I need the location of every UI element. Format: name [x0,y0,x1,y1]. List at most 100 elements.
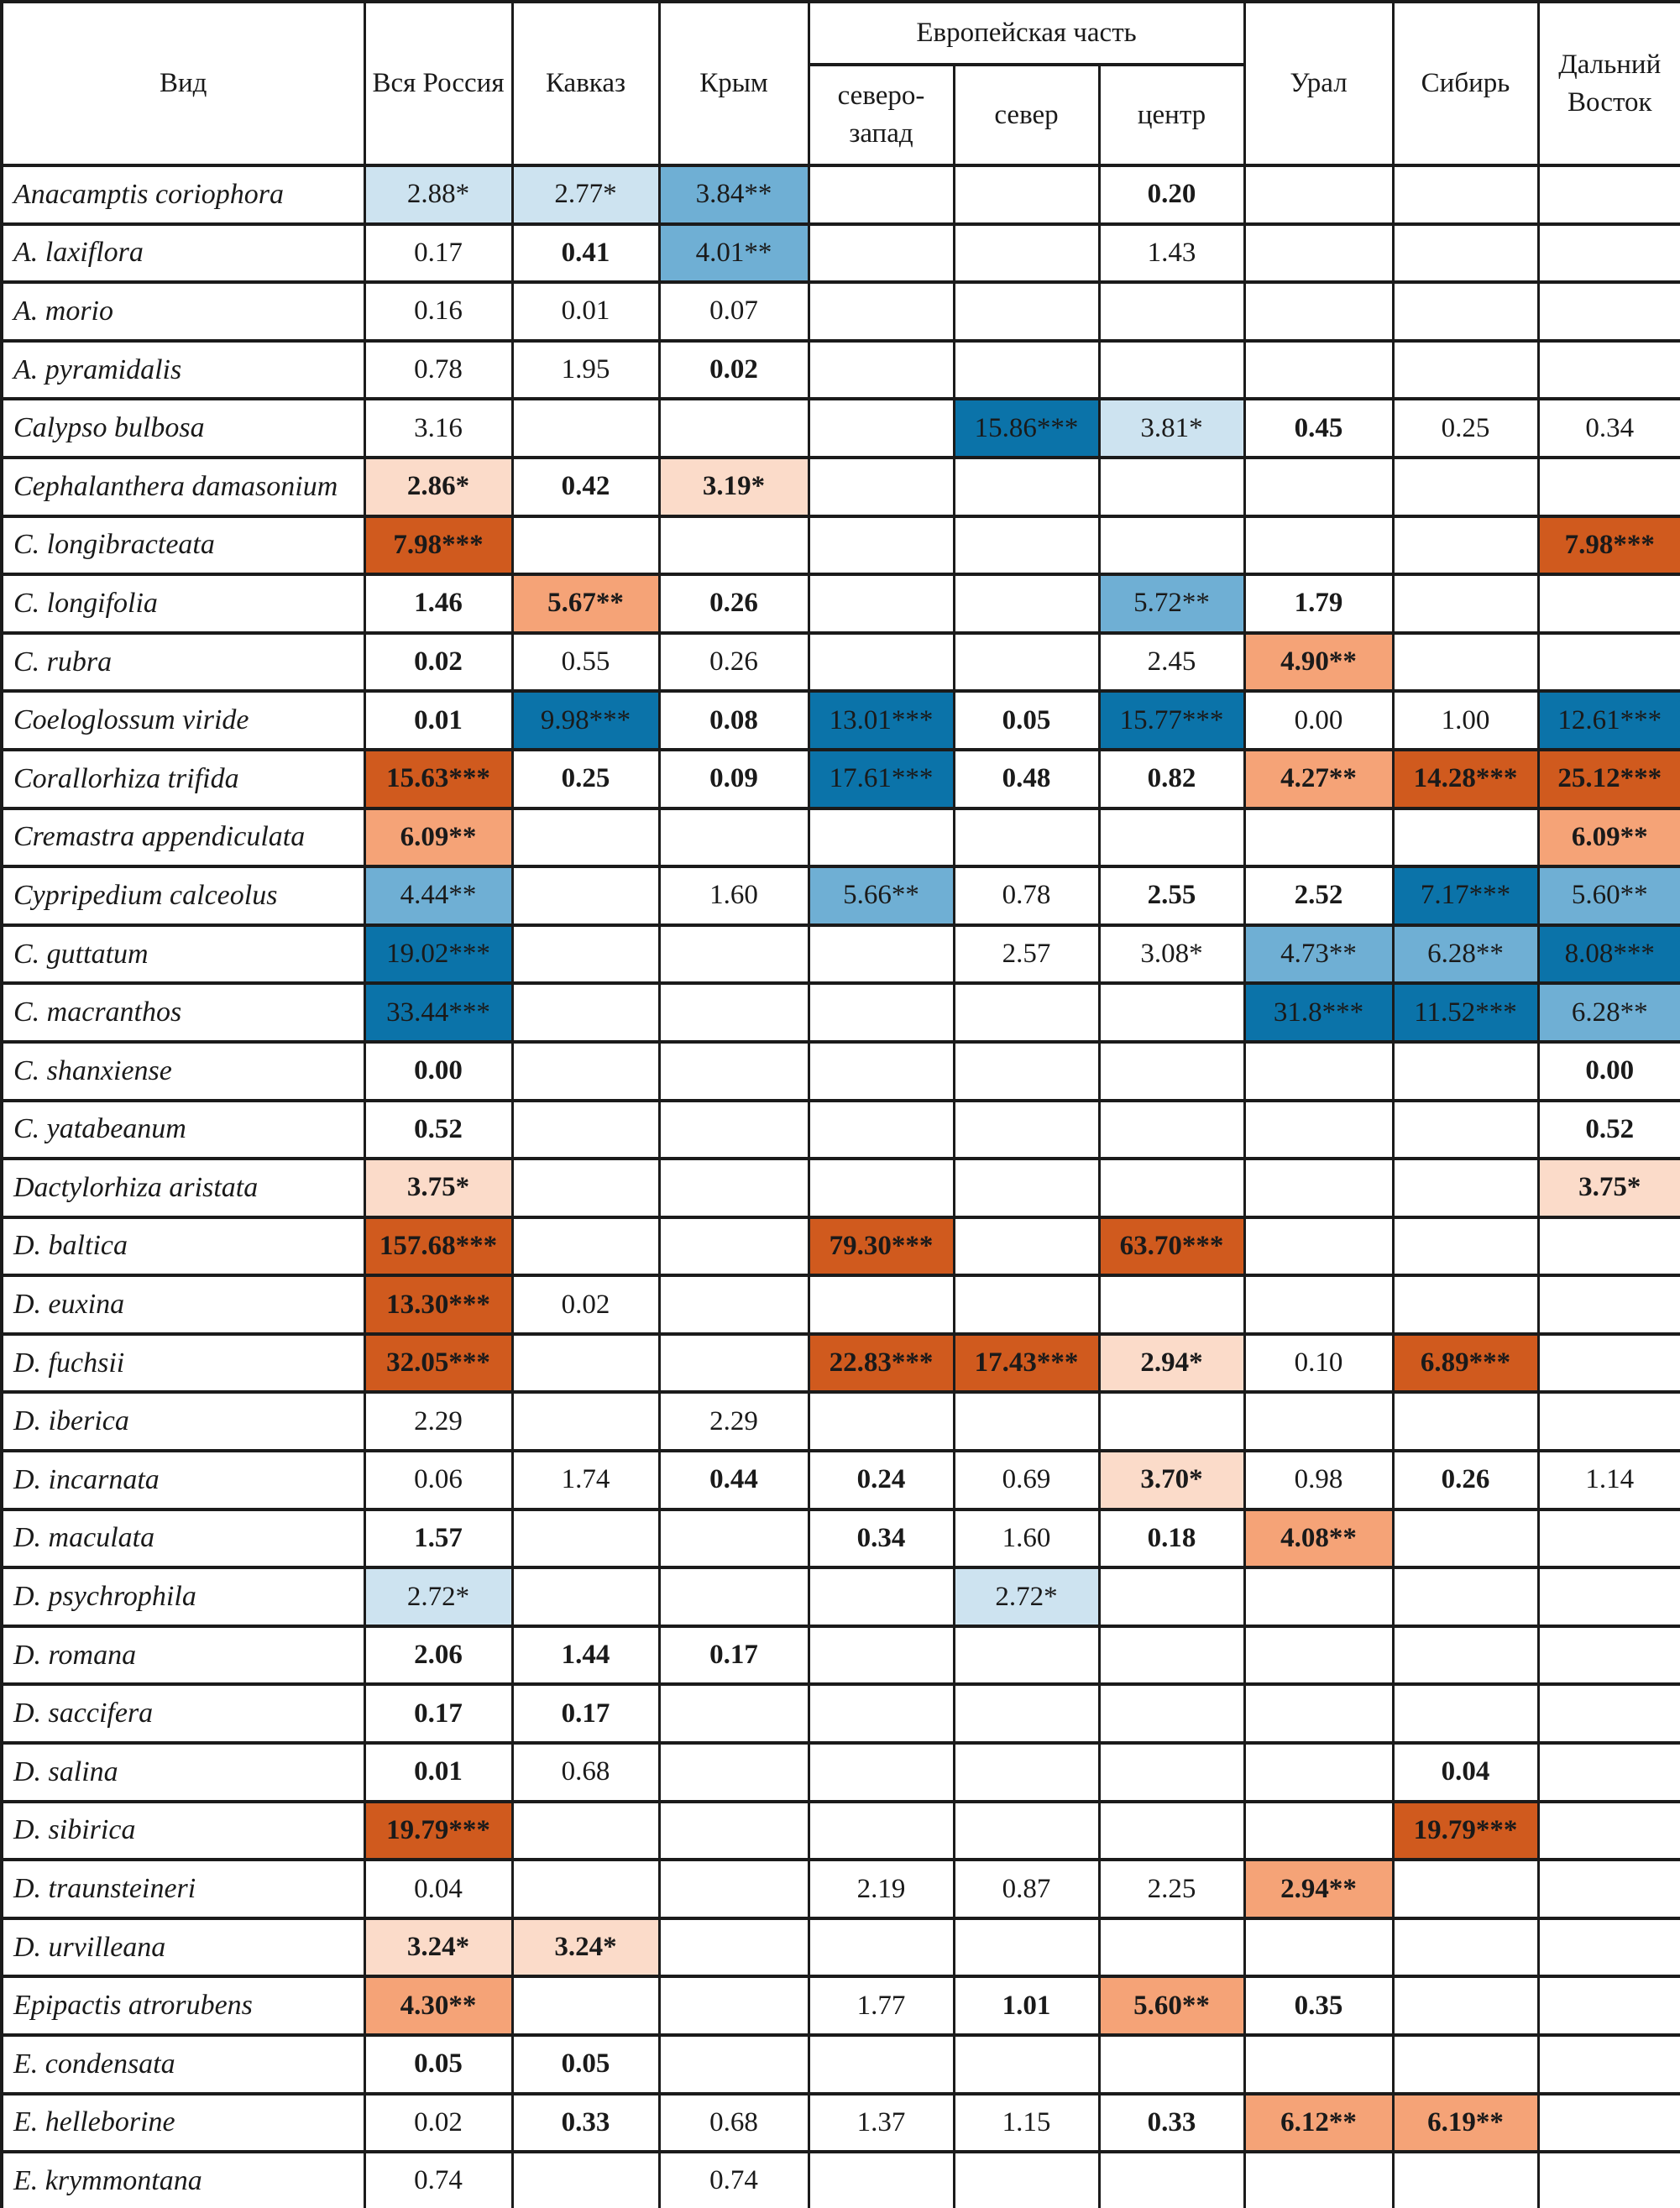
cell-ural [1243,2033,1395,2096]
cell-siberia [1391,1274,1540,1336]
cell-center: 0.20 [1097,164,1246,226]
cell-all_russia: 0.01 [363,1741,514,1803]
table-row: Epipactis atrorubens 4.30** 1.77 1.01 5.60**… [0,1975,1680,2037]
cell-center: 3.81* [1097,397,1246,459]
cell-siberia [1391,1975,1540,2037]
cell-northwest [807,981,955,1044]
cell-far_east: 0.00 [1536,1039,1680,1102]
cell-krym [657,923,810,986]
cell-kavkaz: 0.41 [510,222,661,285]
species-name: Coeloglossum viride [0,689,366,751]
cell-krym: 0.02 [657,338,810,401]
species-name: D. romana [0,1624,366,1687]
species-name: C. shanxiense [0,1039,366,1102]
cell-kavkaz: 9.98*** [510,689,661,751]
species-name: D. euxina [0,1274,366,1336]
cell-siberia [1391,1098,1540,1161]
cell-far_east [1536,1274,1680,1336]
cell-kavkaz: 0.55 [510,630,661,693]
cell-northwest: 1.77 [807,1975,955,2037]
cell-northwest: 22.83*** [807,1332,955,1394]
column-header-center: центр [1097,63,1246,167]
cell-northwest: 0.34 [807,1507,955,1570]
cell-center [1097,806,1246,869]
table-row: D. fuchsii 32.05*** 22.83*** 17.43*** 2.94* 0… [0,1332,1680,1394]
species-name: Calypso bulbosa [0,397,366,459]
cell-siberia [1391,1566,1540,1628]
cell-all_russia: 1.57 [363,1507,514,1570]
cell-center [1097,1566,1246,1628]
cell-ural [1243,1566,1395,1628]
table-row: E. condensata 0.05 0.05 [0,2033,1680,2096]
cell-far_east [1536,1682,1680,1745]
cell-all_russia: 4.30** [363,1975,514,2037]
cell-center [1097,2150,1246,2208]
cell-krym: 3.84** [657,164,810,226]
cell-northwest: 1.37 [807,2091,955,2154]
table-row: C. shanxiense 0.00 0.00 [0,1039,1680,1102]
table-row: Cypripedium calceolus 4.44** 1.60 5.66** 0.7… [0,865,1680,927]
cell-north [952,2150,1101,2208]
cell-far_east [1536,1975,1680,2037]
cell-north [952,164,1101,226]
cell-krym: 0.74 [657,2150,810,2208]
table-row: A. pyramidalis 0.78 1.95 0.02 [0,338,1680,401]
cell-ural [1243,1215,1395,1278]
species-name: C. rubra [0,630,366,693]
cell-ural [1243,1741,1395,1803]
cell-northwest [807,2150,955,2208]
cell-northwest [807,1039,955,1102]
cell-far_east: 6.09** [1536,806,1680,869]
cell-krym [657,397,810,459]
cell-ural: 31.8*** [1243,981,1395,1044]
cell-krym [657,806,810,869]
cell-kavkaz [510,981,661,1044]
cell-krym [657,1098,810,1161]
cell-far_east: 3.75* [1536,1157,1680,1219]
cell-center [1097,1741,1246,1803]
species-name: Epipactis atrorubens [0,1975,366,2037]
cell-northwest: 5.66** [807,865,955,927]
cell-all_russia: 157.68*** [363,1215,514,1278]
cell-ural [1243,1098,1395,1161]
cell-kavkaz [510,865,661,927]
table-row: C. guttatum 19.02*** 2.57 3.08* 4.73** 6.28**… [0,923,1680,986]
table-row: D. euxina 13.30*** 0.02 [0,1274,1680,1336]
cell-kavkaz: 0.02 [510,1274,661,1336]
cell-krym: 0.17 [657,1624,810,1687]
table-row: Cephalanthera damasonium 2.86* 0.42 3.19* [0,455,1680,518]
cell-ural [1243,164,1395,226]
cell-all_russia: 0.00 [363,1039,514,1102]
cell-kavkaz [510,1566,661,1628]
table-row: A. laxiflora 0.17 0.41 4.01** 1.43 [0,222,1680,285]
cell-kavkaz: 1.44 [510,1624,661,1687]
cell-north [952,455,1101,518]
cell-north: 15.86*** [952,397,1101,459]
cell-all_russia: 6.09** [363,806,514,869]
cell-far_east [1536,1215,1680,1278]
column-header-north: север [952,63,1101,167]
cell-kavkaz [510,397,661,459]
cell-far_east: 6.28** [1536,981,1680,1044]
cell-center: 3.08* [1097,923,1246,986]
cell-far_east [1536,573,1680,635]
cell-kavkaz [510,1039,661,1102]
species-name: D. sibirica [0,1799,366,1862]
cell-kavkaz: 5.67** [510,573,661,635]
cell-kavkaz [510,1858,661,1920]
cell-siberia: 11.52*** [1391,981,1540,1044]
cell-center: 0.18 [1097,1507,1246,1570]
cell-ural [1243,1157,1395,1219]
cell-far_east: 5.60** [1536,865,1680,927]
cell-far_east [1536,1858,1680,1920]
cell-krym [657,1039,810,1102]
cell-ural [1243,806,1395,869]
cell-all_russia: 0.02 [363,630,514,693]
cell-all_russia: 0.01 [363,689,514,751]
cell-kavkaz [510,1098,661,1161]
cell-northwest [807,338,955,401]
cell-center [1097,1624,1246,1687]
cell-north: 0.69 [952,1449,1101,1511]
column-header-siberia: Сибирь [1391,0,1540,167]
cell-krym [657,1682,810,1745]
